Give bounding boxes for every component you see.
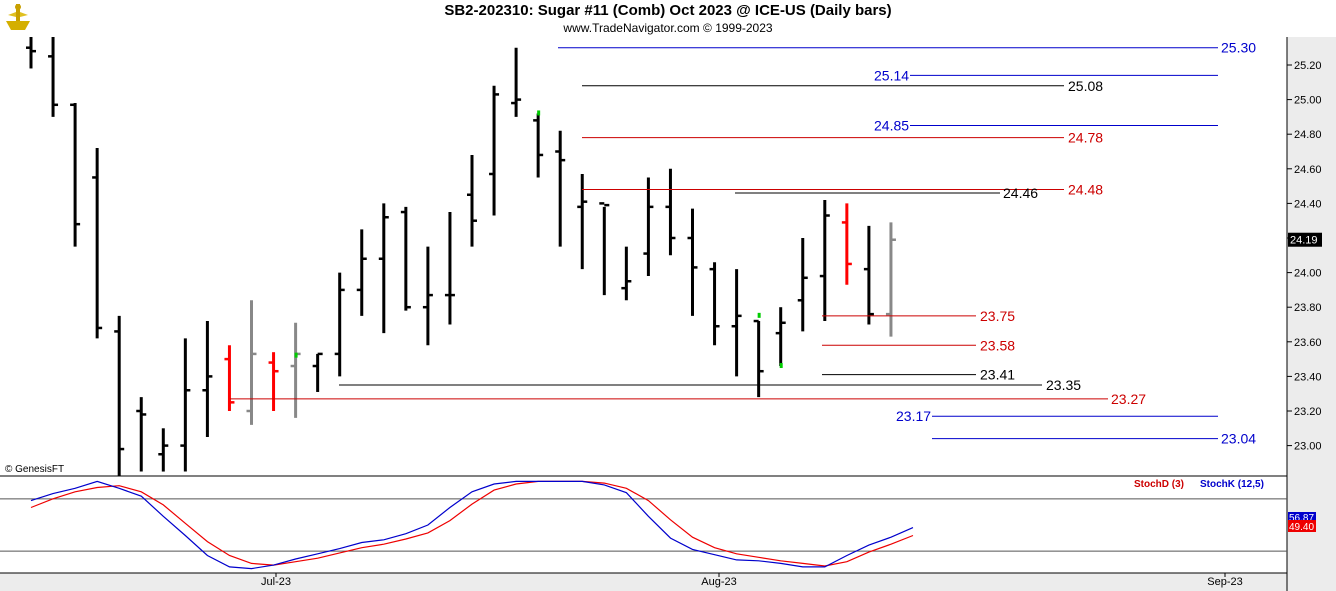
level-label: 23.27	[1111, 391, 1146, 407]
level-label: 24.85	[874, 118, 909, 134]
stoch-d-line	[30, 480, 914, 567]
signal-marker	[779, 363, 783, 369]
ohlc-bar	[885, 222, 896, 337]
stoch-d-value: 49.40	[1289, 522, 1314, 533]
ohlc-bar	[555, 130, 566, 247]
ohlc-bar	[533, 113, 544, 178]
y-tick-label: 24.60	[1294, 164, 1322, 176]
ohlc-bar	[863, 225, 874, 325]
ohlc-bars	[26, 37, 896, 476]
ohlc-bar	[224, 345, 235, 411]
level-label: 25.30	[1221, 40, 1256, 56]
level-label: 24.46	[1003, 185, 1038, 201]
ohlc-bar	[312, 352, 323, 392]
ohlc-bar	[136, 397, 147, 472]
y-tick-label: 24.80	[1294, 129, 1322, 141]
signal-marker	[757, 312, 761, 318]
level-label: 24.48	[1068, 182, 1103, 198]
y-tick-label: 23.00	[1294, 441, 1322, 453]
ohlc-bar	[709, 262, 720, 346]
level-label: 23.04	[1221, 431, 1256, 447]
ohlc-bar	[202, 321, 213, 437]
y-tick-label: 23.80	[1294, 302, 1322, 314]
y-tick-label: 23.60	[1294, 337, 1322, 349]
ohlc-bar	[797, 238, 808, 332]
ohlc-bar	[467, 154, 477, 247]
ohlc-bar	[48, 37, 59, 117]
stoch-k-value: 56.87	[1289, 513, 1314, 524]
ohlc-bar	[400, 206, 411, 311]
ohlc-bar	[511, 47, 522, 117]
x-tick-label: Sep-23	[1207, 576, 1242, 588]
level-label: 23.35	[1046, 377, 1081, 393]
chart-header: SB2-202310: Sugar #11 (Comb) Oct 2023 @ …	[0, 0, 1336, 37]
stoch-k-badge	[1288, 512, 1316, 522]
ohlc-bar	[180, 338, 191, 472]
stoch-k-line	[30, 480, 914, 570]
ohlc-bar	[841, 203, 852, 285]
ohlc-bar	[114, 315, 125, 476]
ohlc-bar	[158, 428, 169, 472]
level-label: 25.14	[874, 67, 909, 83]
level-label: 23.17	[896, 408, 931, 424]
ohlc-bar	[422, 246, 433, 346]
ohlc-bar	[819, 199, 830, 322]
level-label: 23.75	[980, 308, 1015, 324]
level-label: 24.78	[1068, 130, 1103, 146]
price-axis-background	[1287, 37, 1336, 591]
y-tick-label: 25.20	[1294, 60, 1322, 72]
y-tick-label: 24.40	[1294, 198, 1322, 210]
level-label: 23.41	[980, 367, 1015, 383]
last-price-label: 24.19	[1290, 235, 1318, 247]
ohlc-bar	[334, 272, 345, 377]
ohlc-bar	[268, 352, 279, 411]
y-tick-label: 24.00	[1294, 268, 1322, 280]
level-label: 25.08	[1068, 78, 1103, 94]
stoch-k-legend: StochK (12,5)	[1200, 479, 1264, 490]
ohlc-bar	[246, 300, 257, 425]
ohlc-bar	[599, 202, 610, 296]
level-label: 23.58	[980, 337, 1015, 353]
y-tick-label: 23.20	[1294, 406, 1322, 418]
ohlc-bar	[687, 208, 698, 316]
trade-navigator-logo-icon	[6, 4, 30, 30]
last-price-badge	[1288, 232, 1322, 247]
x-tick-label: Aug-23	[701, 576, 736, 588]
y-tick-label: 23.40	[1294, 371, 1322, 383]
stoch-d-legend: StochD (3)	[1134, 479, 1184, 490]
ohlc-bar	[444, 212, 455, 325]
ohlc-bar	[92, 148, 103, 339]
date-axis-background	[0, 573, 1287, 591]
x-tick-label: Jul-23	[261, 576, 291, 588]
ohlc-bar	[643, 177, 654, 277]
ohlc-bar	[356, 229, 367, 316]
ohlc-bar	[753, 319, 764, 398]
stoch-d-badge	[1288, 520, 1316, 532]
ohlc-bar	[665, 168, 676, 256]
watermark-text: © GenesisFT	[5, 464, 64, 475]
ohlc-bar	[26, 37, 36, 69]
ohlc-bar	[731, 269, 742, 377]
ohlc-bar	[489, 85, 500, 216]
signal-marker	[537, 110, 541, 116]
ohlc-bar	[775, 307, 786, 367]
chart-subtitle: www.TradeNavigator.com © 1999-2023	[563, 21, 773, 35]
signal-marker	[294, 352, 298, 358]
y-tick-label: 25.00	[1294, 95, 1322, 107]
ohlc-bar	[378, 203, 389, 334]
chart-title: SB2-202310: Sugar #11 (Comb) Oct 2023 @ …	[444, 2, 892, 19]
ohlc-bar	[70, 103, 81, 247]
ohlc-bar	[621, 246, 632, 301]
